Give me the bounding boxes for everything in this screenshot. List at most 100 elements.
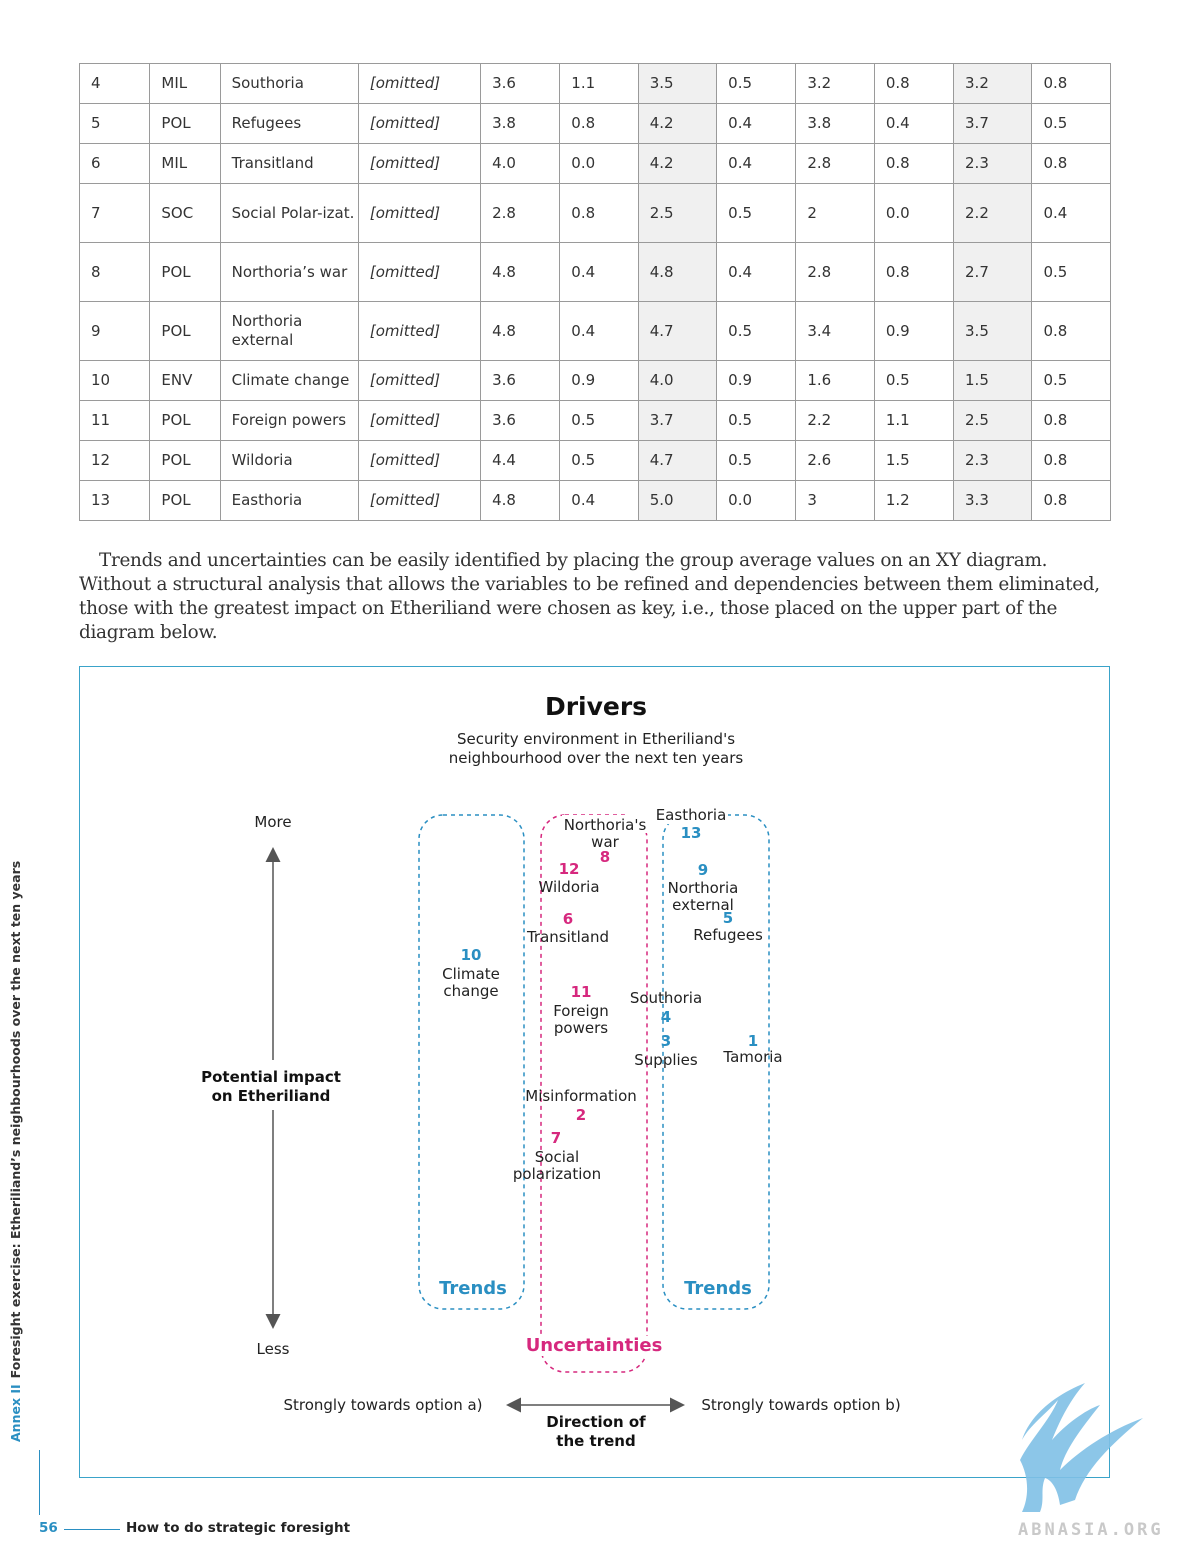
cell-value: 0.8 xyxy=(1031,480,1111,521)
trends-box-right xyxy=(662,814,770,1310)
axis-more-label: More xyxy=(254,813,291,831)
cell-value: 0.0 xyxy=(559,143,639,184)
table-row: 5 POL Refugees [omitted] 3.8 0.8 4.2 0.4 3.8 0.4 3… xyxy=(78,103,1111,144)
driver-number: 7 xyxy=(551,1129,561,1147)
cell-value: 0.5 xyxy=(559,440,639,481)
cell-value: 0.4 xyxy=(559,301,639,361)
trend-axis-label-2: the trend xyxy=(556,1432,635,1450)
cell-num: 7 xyxy=(78,183,151,243)
cell-value: 4.8 xyxy=(480,242,561,302)
driver-number: 13 xyxy=(681,824,702,842)
cell-value: 2.6 xyxy=(795,440,875,481)
cell-cat: MIL xyxy=(149,143,221,184)
cell-value: 3.5 xyxy=(953,301,1033,361)
driver-label: Southoria xyxy=(630,989,702,1007)
cell-value: 4.4 xyxy=(480,440,561,481)
cell-name: Wildoria xyxy=(219,440,359,481)
cell-cat: SOC xyxy=(149,183,221,243)
cell-num: 8 xyxy=(78,242,151,302)
trends-label-left: Trends xyxy=(439,1278,507,1299)
cell-value: 4.0 xyxy=(480,143,561,184)
cell-desc: [omitted] xyxy=(357,400,482,441)
sidebar-running-title: Annex II Foresight exercise: Etheriliand’… xyxy=(8,860,23,1442)
sidebar-rule xyxy=(39,1450,40,1515)
cell-value: 4.2 xyxy=(637,143,718,184)
cell-name: Northoria external xyxy=(219,301,359,361)
cell-value: 0.5 xyxy=(716,301,797,361)
cell-value: 0.8 xyxy=(873,63,955,104)
driver-number: 10 xyxy=(461,946,482,964)
cell-num: 11 xyxy=(78,400,151,441)
impact-axis-label-1: Potential impact xyxy=(201,1068,341,1086)
cell-desc: [omitted] xyxy=(357,480,482,521)
cell-name: Foreign powers xyxy=(219,400,359,441)
cell-name: Social Polar-izat. xyxy=(219,183,359,243)
table-row: 11 POL Foreign powers [omitted] 3.6 0.5 3.7 0.5… xyxy=(78,400,1111,441)
cell-value: 0.5 xyxy=(716,440,797,481)
cell-value: 0.4 xyxy=(1031,183,1111,243)
cell-num: 5 xyxy=(78,103,151,144)
body-paragraph: Trends and uncertainties can be easily i… xyxy=(79,550,1100,643)
driver-label: Northoria xyxy=(668,879,739,897)
cell-value: 4.7 xyxy=(637,440,718,481)
driver-label: Misinformation xyxy=(525,1087,637,1105)
annex-title: Foresight exercise: Etheriliand’s neighb… xyxy=(8,860,23,1379)
cell-value: 3.3 xyxy=(953,480,1033,521)
table-row: 6 MIL Transitland [omitted] 4.0 0.0 4.2 0.4 2.8 0… xyxy=(78,143,1111,184)
driver-label: change xyxy=(443,982,498,1000)
cell-value: 0.5 xyxy=(1031,242,1111,302)
cell-name: Refugees xyxy=(219,103,359,144)
cell-desc: [omitted] xyxy=(357,242,482,302)
cell-value: 3.6 xyxy=(480,360,561,401)
cell-value: 0.4 xyxy=(873,103,955,144)
cell-value: 3.8 xyxy=(480,103,561,144)
cell-value: 0.9 xyxy=(873,301,955,361)
cell-value: 2.2 xyxy=(795,400,875,441)
cell-name: Climate change xyxy=(219,360,359,401)
cell-value: 3.5 xyxy=(637,63,718,104)
cell-cat: POL xyxy=(149,400,221,441)
cell-name: Easthoria xyxy=(219,480,359,521)
cell-value: 0.8 xyxy=(1031,143,1111,184)
driver-label: Tamoria xyxy=(722,1048,782,1066)
trends-label-right: Trends xyxy=(684,1278,752,1299)
table-row: 13 POL Easthoria [omitted] 4.8 0.4 5.0 0.0 3 1.2 3… xyxy=(78,480,1111,521)
driver-label: war xyxy=(591,833,619,851)
cell-value: 0.9 xyxy=(559,360,639,401)
cell-value: 2.5 xyxy=(637,183,718,243)
driver-label: Refugees xyxy=(693,926,763,944)
footer-title: How to do strategic foresight xyxy=(126,1520,351,1536)
cell-value: 1.1 xyxy=(873,400,955,441)
cell-value: 0.5 xyxy=(1031,103,1111,144)
driver-number: 8 xyxy=(600,848,610,866)
cell-value: 2 xyxy=(795,183,875,243)
table-row: 9 POL Northoria external [omitted] 4.8 0.4 4.7… xyxy=(78,301,1111,361)
cell-value: 3.4 xyxy=(795,301,875,361)
driver-number: 3 xyxy=(661,1032,671,1050)
driver-number: 6 xyxy=(563,910,573,928)
cell-value: 0.8 xyxy=(1031,400,1111,441)
table-row: 12 POL Wildoria [omitted] 4.4 0.5 4.7 0.5 2.6 1.5… xyxy=(78,440,1111,481)
cell-value: 2.3 xyxy=(953,440,1033,481)
axis-less-label: Less xyxy=(257,1340,290,1358)
driver-number: 5 xyxy=(723,909,733,927)
cell-value: 0.0 xyxy=(873,183,955,243)
cell-value: 0.8 xyxy=(1031,63,1111,104)
driver-label: Transitland xyxy=(526,928,609,946)
cell-value: 3.2 xyxy=(953,63,1033,104)
trends-box-left xyxy=(418,814,525,1310)
cell-value: 0.5 xyxy=(716,63,797,104)
driver-label: powers xyxy=(554,1019,608,1037)
cell-value: 1.5 xyxy=(953,360,1033,401)
watermark-text: ABNASIA.ORG xyxy=(1018,1520,1164,1540)
